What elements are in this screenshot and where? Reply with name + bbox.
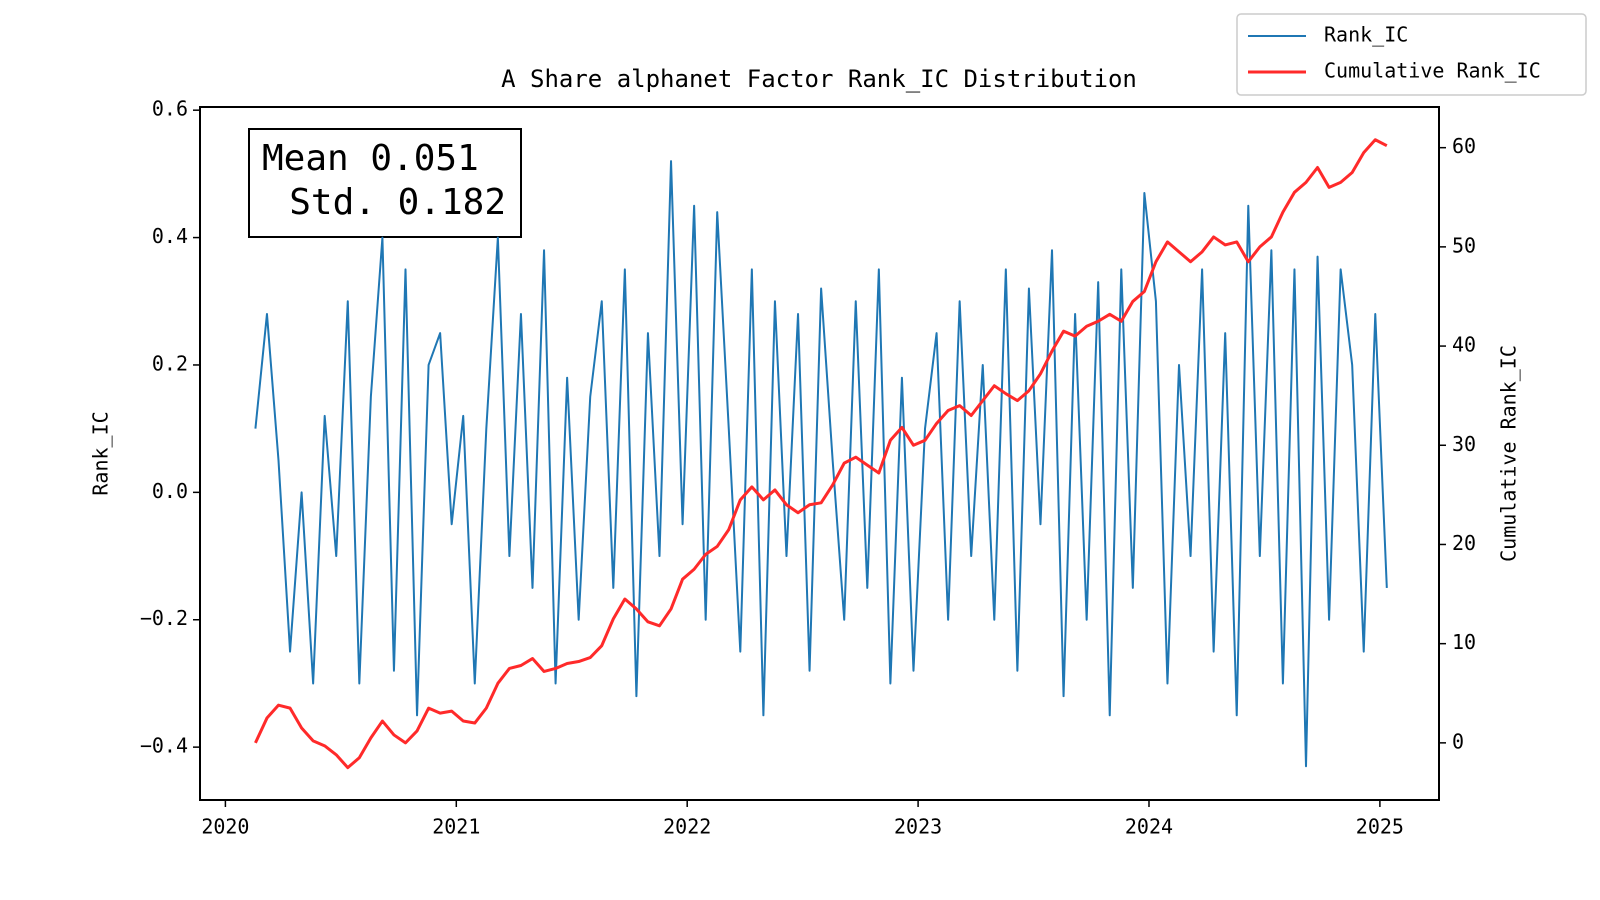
y2-tick-label: 40 [1452, 333, 1476, 357]
x-tick-label: 2021 [432, 815, 480, 839]
y2-tick-label: 20 [1452, 531, 1476, 555]
x-tick-label: 2022 [663, 815, 711, 839]
y-tick-label: −0.4 [140, 734, 188, 758]
x-tick-label: 2025 [1356, 815, 1404, 839]
y2-axis-label: Cumulative Rank_IC [1497, 345, 1521, 562]
chart-title: A Share alphanet Factor Rank_IC Distribu… [501, 65, 1137, 93]
legend-label: Rank_IC [1324, 23, 1408, 47]
x-tick-label: 2024 [1125, 815, 1173, 839]
legend-box [1236, 13, 1587, 96]
y2-tick-label: 50 [1452, 233, 1476, 257]
series-line [254, 160, 1388, 768]
y-tick-label: 0.0 [152, 479, 188, 503]
y-tick-label: −0.2 [140, 606, 188, 630]
y2-tick-label: 30 [1452, 432, 1476, 456]
x-tick-label: 2020 [201, 815, 249, 839]
y2-tick-label: 0 [1452, 729, 1464, 753]
x-tick-label: 2023 [894, 815, 942, 839]
y-tick-label: 0.6 [152, 97, 188, 121]
y-tick-label: 0.4 [152, 224, 188, 248]
y-tick-label: 0.2 [152, 351, 188, 375]
stats-box [248, 128, 522, 238]
y-axis-label: Rank_IC [89, 411, 113, 495]
annotation: Mean 0.051 [262, 138, 479, 179]
legend-label: Cumulative Rank_IC [1324, 59, 1541, 83]
y2-tick-label: 60 [1452, 134, 1476, 158]
y2-tick-label: 10 [1452, 630, 1476, 654]
plot-frame [199, 106, 1440, 801]
annotation: Std. 0.182 [289, 182, 506, 223]
series-line [254, 138, 1388, 770]
